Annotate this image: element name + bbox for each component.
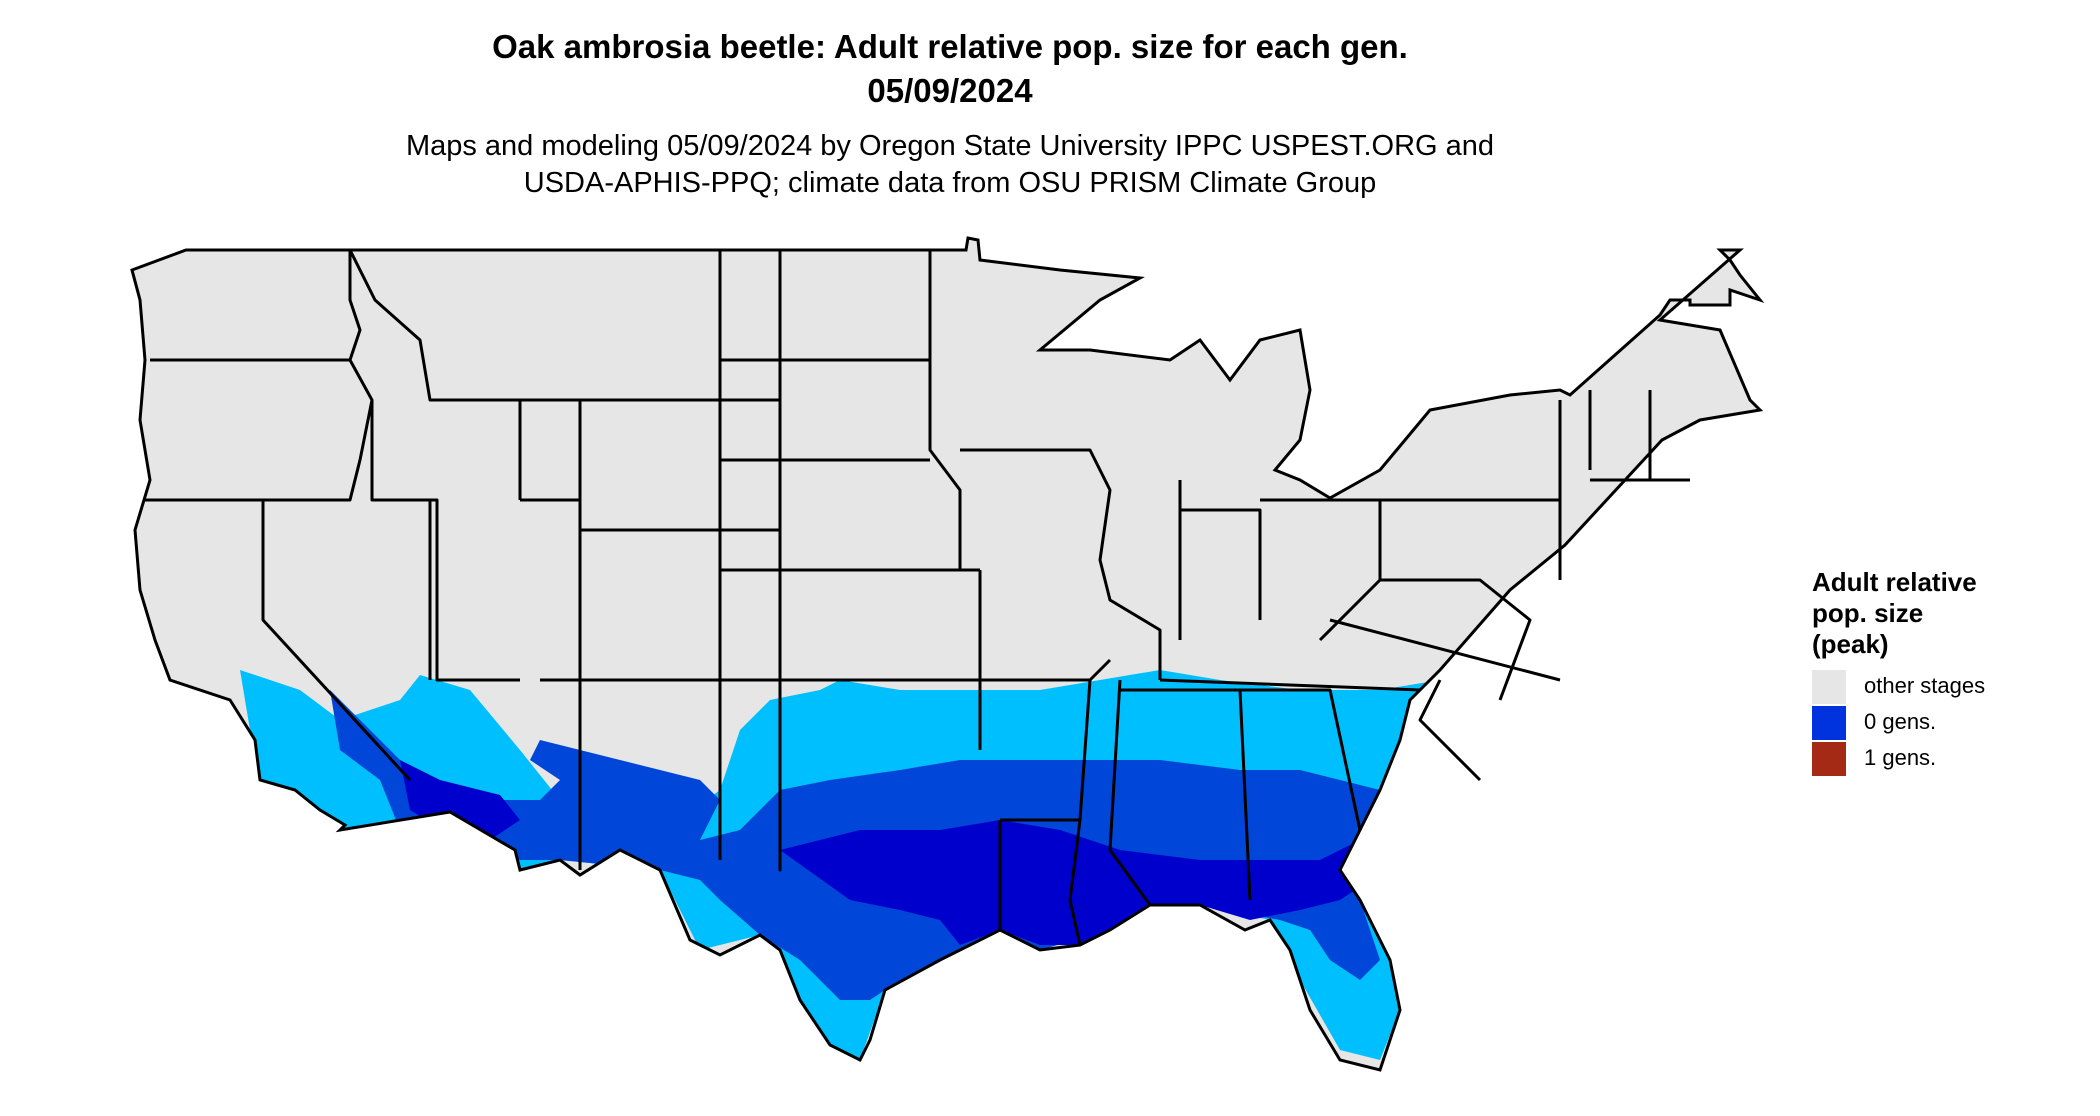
map-title: Oak ambrosia beetle: Adult relative pop.… <box>492 28 1408 65</box>
legend-title-line1: Adult relative <box>1812 567 1977 597</box>
legend-swatch-0-gens <box>1812 706 1846 740</box>
legend-label-0-gens: 0 gens. <box>1864 709 1937 734</box>
map-subtitle-line2: USDA-APHIS-PPQ; climate data from OSU PR… <box>523 167 1377 199</box>
legend-title-line3: (peak) <box>1812 629 1889 659</box>
map-date: 05/09/2024 <box>867 72 1033 109</box>
population-overlay <box>240 670 1530 1060</box>
legend-title: Adult relative pop. size (peak) <box>1812 567 2072 660</box>
legend-label-1-gens: 1 gens. <box>1864 745 1937 770</box>
legend-swatch-1-gens <box>1812 742 1846 776</box>
legend-title-line2: pop. size <box>1812 598 1924 628</box>
state-borders <box>145 249 1690 946</box>
dark-blue-zone <box>780 820 1380 945</box>
legend-label-other-stages: other stages <box>1864 673 1986 698</box>
map-subtitle-line1: Maps and modeling 05/09/2024 by Oregon S… <box>405 130 1495 162</box>
legend-swatch-other-stages <box>1812 670 1846 704</box>
